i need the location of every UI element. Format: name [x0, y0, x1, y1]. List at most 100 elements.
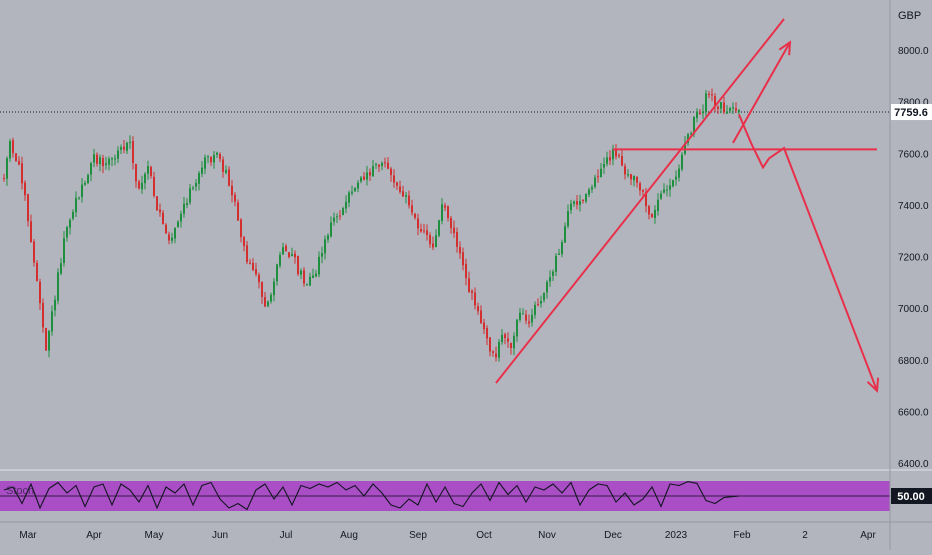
candle-body: [591, 187, 593, 190]
candle: [504, 332, 506, 345]
candle-body: [108, 158, 110, 165]
candle-body: [282, 247, 284, 255]
candle-body: [663, 189, 665, 193]
candle-body: [357, 182, 359, 189]
candle: [291, 247, 293, 257]
candle-body: [114, 158, 116, 160]
candle-body: [681, 154, 683, 170]
annotations-layer: [495, 18, 880, 393]
candle-body: [75, 197, 77, 213]
candle: [630, 173, 632, 186]
candle-body: [453, 227, 455, 234]
candle: [402, 185, 404, 198]
candle-body: [657, 199, 659, 212]
candle: [624, 163, 626, 180]
price-badge-box: [891, 104, 932, 121]
candle-body: [606, 157, 608, 164]
candle: [408, 190, 410, 209]
price-badge-value: 7759.6: [894, 107, 928, 119]
candle: [90, 161, 92, 182]
candle-body: [141, 182, 143, 190]
price-tick-label: 7000.0: [898, 304, 929, 315]
candle-body: [144, 173, 146, 184]
candle: [591, 184, 593, 193]
candle-body: [270, 294, 272, 302]
bullish-arrow-line[interactable]: [732, 41, 791, 144]
candle-body: [93, 154, 95, 163]
candle-body: [648, 206, 650, 215]
candle: [732, 102, 734, 114]
candle: [594, 174, 596, 189]
candle-body: [279, 254, 281, 266]
candle: [333, 212, 335, 226]
candle: [543, 292, 545, 303]
candle-body: [36, 262, 38, 281]
candle-body: [492, 351, 494, 353]
candle: [153, 171, 155, 198]
bearish-projection-path[interactable]: [738, 114, 878, 392]
candle: [621, 149, 623, 167]
candle: [21, 156, 23, 190]
candle: [393, 169, 395, 188]
candle: [567, 204, 569, 229]
candle-body: [39, 281, 41, 304]
stoch-band-layer: [0, 481, 890, 511]
candle: [720, 101, 722, 114]
candle-body: [234, 194, 236, 202]
candle-body: [633, 176, 635, 181]
candle: [315, 269, 317, 278]
candle: [666, 184, 668, 197]
candle-body: [309, 276, 311, 286]
candle: [633, 175, 635, 187]
date-tick-label: Jul: [280, 530, 293, 541]
candle: [300, 268, 302, 280]
candle: [474, 287, 476, 310]
candle-body: [501, 334, 503, 343]
candle-body: [417, 218, 419, 229]
candle-body: [558, 253, 560, 256]
candle: [189, 183, 191, 205]
candle: [717, 105, 719, 115]
candle-body: [567, 211, 569, 227]
candle: [396, 181, 398, 190]
candle-body: [237, 202, 239, 221]
candle: [219, 152, 221, 163]
candle: [123, 140, 125, 154]
candle: [180, 210, 182, 228]
candle: [309, 272, 311, 287]
candle: [435, 229, 437, 248]
stoch-indicator-label[interactable]: Stoch: [6, 485, 34, 497]
candle-body: [507, 338, 509, 342]
candle-body: [660, 193, 662, 199]
candle: [654, 205, 656, 224]
ascending-trendline[interactable]: [495, 18, 785, 384]
candle-body: [735, 108, 737, 111]
candle: [135, 163, 137, 188]
candle-body: [396, 182, 398, 186]
candle: [132, 136, 134, 170]
candle: [150, 165, 152, 179]
candle-body: [543, 292, 545, 301]
candle-body: [6, 158, 8, 179]
candle: [672, 179, 674, 188]
candle: [636, 176, 638, 188]
candle: [144, 172, 146, 190]
candle: [66, 225, 68, 242]
candle: [423, 223, 425, 234]
stoch-line: [3, 481, 740, 511]
candle-body: [432, 243, 434, 248]
candle: [369, 168, 371, 182]
candle-body: [519, 312, 521, 320]
candle: [327, 233, 329, 243]
candle: [45, 327, 47, 351]
candle-body: [240, 219, 242, 238]
candle-body: [90, 163, 92, 175]
candle-body: [456, 231, 458, 247]
candle: [501, 328, 503, 345]
candle: [210, 156, 212, 166]
candle: [525, 309, 527, 325]
candle-body: [132, 141, 134, 164]
date-tick-label: Oct: [476, 530, 492, 541]
candle-body: [192, 187, 194, 189]
